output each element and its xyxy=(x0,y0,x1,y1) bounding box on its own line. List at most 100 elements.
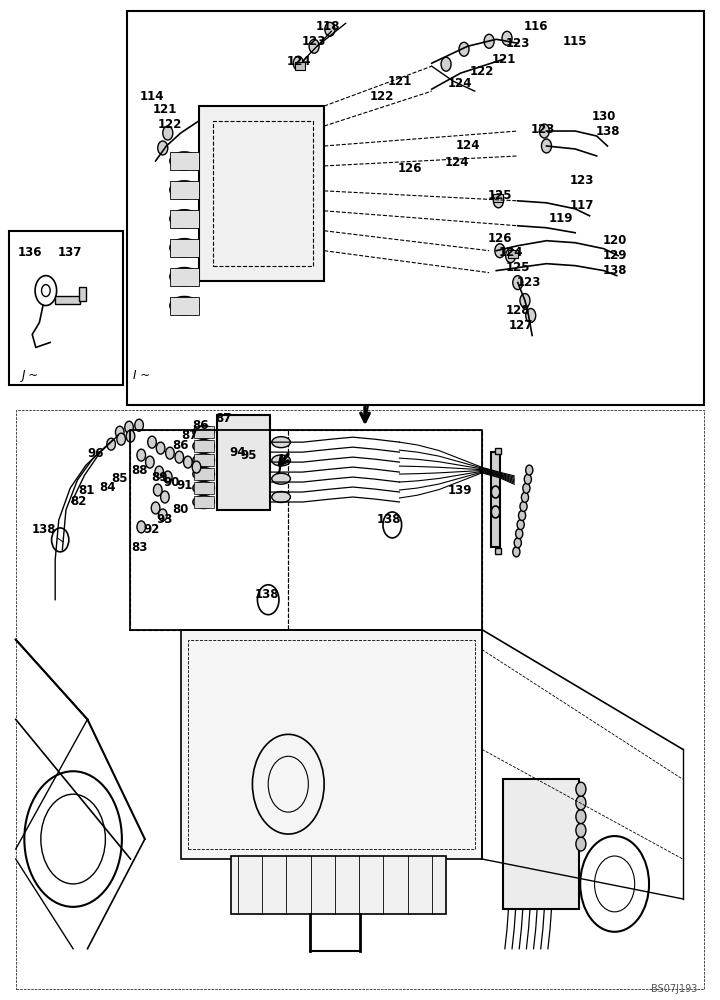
Ellipse shape xyxy=(193,468,215,481)
Circle shape xyxy=(526,309,536,322)
Bar xyxy=(170,297,199,315)
Bar xyxy=(194,426,214,438)
Text: 121: 121 xyxy=(491,53,516,66)
Text: 87: 87 xyxy=(215,412,232,425)
Circle shape xyxy=(520,501,527,511)
Ellipse shape xyxy=(271,455,290,466)
Text: 122: 122 xyxy=(158,118,182,131)
Text: 138: 138 xyxy=(377,513,401,526)
Circle shape xyxy=(158,509,167,521)
Bar xyxy=(503,779,579,909)
Text: 124: 124 xyxy=(444,156,469,169)
Circle shape xyxy=(541,139,552,153)
Bar xyxy=(493,194,503,202)
Bar xyxy=(194,468,214,480)
Text: 123: 123 xyxy=(531,123,555,136)
Circle shape xyxy=(513,276,523,290)
Text: 138: 138 xyxy=(603,264,627,277)
Text: 121: 121 xyxy=(153,103,177,116)
Text: 126: 126 xyxy=(487,232,512,245)
Text: 123: 123 xyxy=(301,35,325,48)
Text: 92: 92 xyxy=(144,523,160,536)
Bar xyxy=(199,106,324,281)
Text: 119: 119 xyxy=(549,212,573,225)
Text: 136: 136 xyxy=(18,246,42,259)
Bar xyxy=(213,121,313,266)
Text: 116: 116 xyxy=(523,20,548,33)
Text: 120: 120 xyxy=(603,234,627,247)
Bar xyxy=(288,430,482,630)
Bar xyxy=(194,454,214,466)
Circle shape xyxy=(137,521,145,533)
Bar xyxy=(170,239,199,257)
Text: 124: 124 xyxy=(287,55,311,68)
Bar xyxy=(170,268,199,286)
Text: J: J xyxy=(277,461,282,474)
Text: 124: 124 xyxy=(498,246,523,259)
Text: 89: 89 xyxy=(151,471,168,484)
Circle shape xyxy=(155,466,163,478)
Text: 118: 118 xyxy=(315,20,340,33)
Circle shape xyxy=(495,244,505,258)
Circle shape xyxy=(184,456,192,468)
Text: 138: 138 xyxy=(595,125,620,138)
Text: 91: 91 xyxy=(176,479,192,492)
Circle shape xyxy=(517,520,524,530)
Circle shape xyxy=(163,126,173,140)
Circle shape xyxy=(493,194,503,208)
Text: 80: 80 xyxy=(173,503,189,516)
Text: 137: 137 xyxy=(58,246,81,259)
Text: 123: 123 xyxy=(570,174,595,187)
Bar xyxy=(188,640,474,849)
Circle shape xyxy=(576,823,586,837)
Circle shape xyxy=(459,42,469,56)
Ellipse shape xyxy=(170,239,199,257)
Circle shape xyxy=(539,124,549,138)
Ellipse shape xyxy=(271,473,290,484)
Text: J ~: J ~ xyxy=(22,369,39,382)
Bar xyxy=(508,250,518,258)
Text: 83: 83 xyxy=(131,541,148,554)
Text: 124: 124 xyxy=(448,77,472,90)
Bar xyxy=(231,856,446,914)
Ellipse shape xyxy=(193,426,215,439)
Text: BS07J193: BS07J193 xyxy=(651,984,697,994)
Bar xyxy=(127,11,704,405)
Circle shape xyxy=(125,421,133,433)
Ellipse shape xyxy=(170,181,199,199)
Circle shape xyxy=(293,56,303,70)
Circle shape xyxy=(441,57,451,71)
Text: 123: 123 xyxy=(505,37,530,50)
Text: 130: 130 xyxy=(592,110,616,123)
Text: 81: 81 xyxy=(78,484,94,497)
Circle shape xyxy=(148,436,156,448)
Bar xyxy=(194,482,214,494)
Text: 86: 86 xyxy=(173,439,189,452)
Circle shape xyxy=(516,529,523,539)
Circle shape xyxy=(309,39,319,53)
Circle shape xyxy=(576,810,586,824)
Circle shape xyxy=(135,419,143,431)
Circle shape xyxy=(502,31,512,45)
Ellipse shape xyxy=(170,268,199,286)
Bar xyxy=(55,296,81,304)
Ellipse shape xyxy=(193,454,215,467)
Text: 128: 128 xyxy=(505,304,530,317)
Circle shape xyxy=(156,442,165,454)
Text: 126: 126 xyxy=(398,162,423,175)
Bar xyxy=(491,452,500,547)
Text: 82: 82 xyxy=(71,495,87,508)
Text: 122: 122 xyxy=(469,65,494,78)
Bar xyxy=(194,440,214,452)
Circle shape xyxy=(576,796,586,810)
Circle shape xyxy=(576,782,586,796)
Circle shape xyxy=(520,294,530,308)
Text: 125: 125 xyxy=(487,189,512,202)
Text: 139: 139 xyxy=(448,484,472,497)
Circle shape xyxy=(505,249,516,263)
Circle shape xyxy=(126,430,135,442)
Bar xyxy=(217,415,270,510)
Circle shape xyxy=(161,491,169,503)
Circle shape xyxy=(158,141,168,155)
Text: 122: 122 xyxy=(369,90,394,103)
